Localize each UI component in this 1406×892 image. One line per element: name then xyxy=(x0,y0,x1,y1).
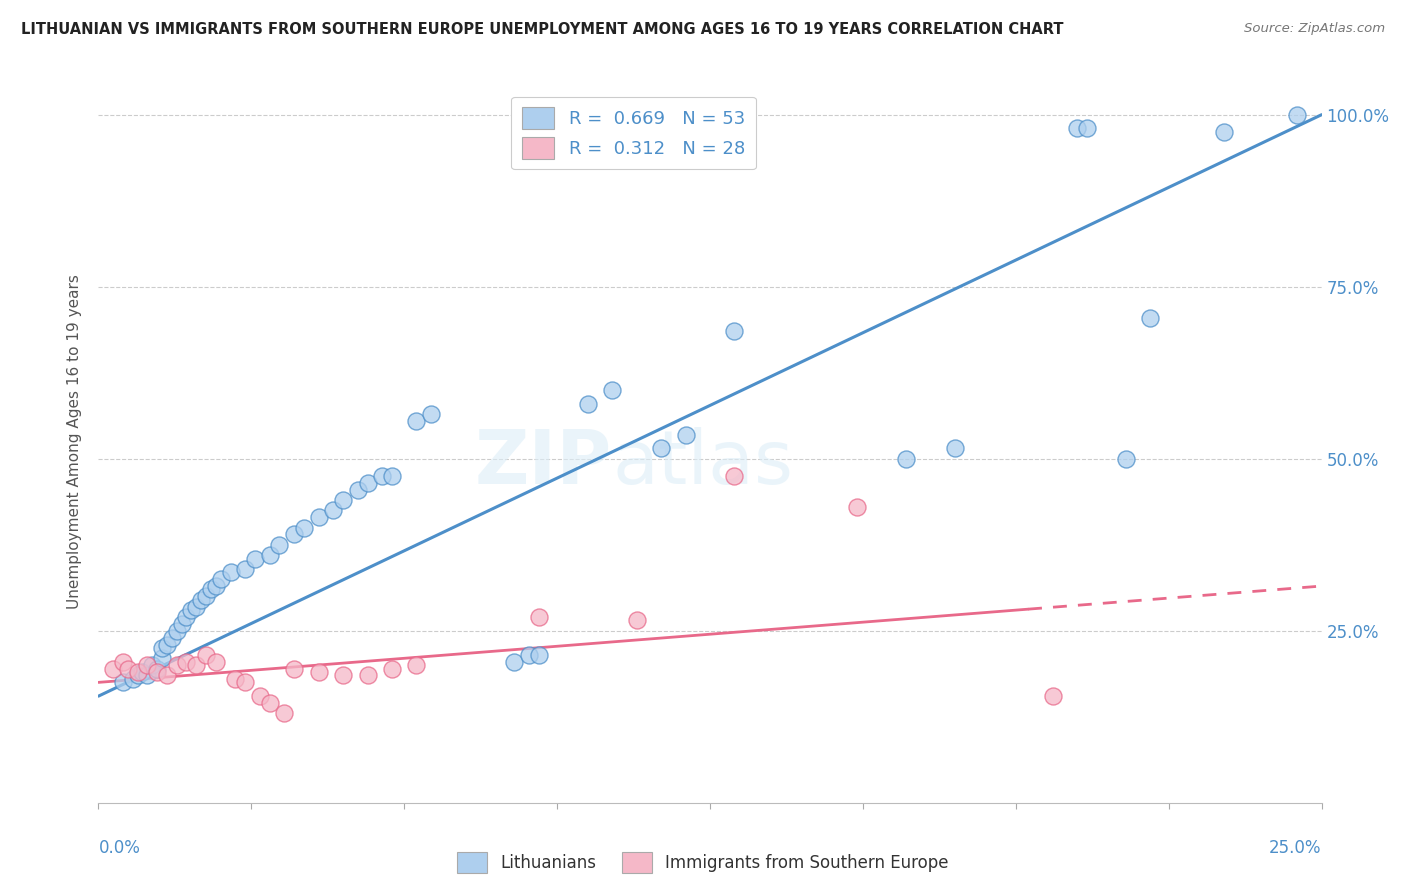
Point xyxy=(308,665,330,679)
Point xyxy=(156,668,179,682)
Point xyxy=(273,706,295,721)
Point xyxy=(150,651,173,665)
Point xyxy=(195,648,218,662)
Point xyxy=(292,520,315,534)
Point xyxy=(259,696,281,710)
Point xyxy=(117,662,139,676)
Point xyxy=(205,579,228,593)
Point xyxy=(127,668,149,682)
Point xyxy=(233,562,256,576)
Point xyxy=(160,631,183,645)
Point xyxy=(381,662,404,676)
Point xyxy=(356,668,378,682)
Point xyxy=(405,414,427,428)
Point xyxy=(136,668,159,682)
Point xyxy=(346,483,368,497)
Point xyxy=(626,614,648,628)
Legend: R =  0.669   N = 53, R =  0.312   N = 28: R = 0.669 N = 53, R = 0.312 N = 28 xyxy=(512,96,756,169)
Point xyxy=(1286,108,1309,122)
Point xyxy=(243,551,266,566)
Text: 25.0%: 25.0% xyxy=(1270,838,1322,857)
Text: atlas: atlas xyxy=(612,426,793,500)
Point xyxy=(190,592,212,607)
Point xyxy=(186,599,208,614)
Point xyxy=(195,590,218,604)
Point xyxy=(111,655,134,669)
Point xyxy=(166,658,188,673)
Point xyxy=(420,407,443,421)
Point xyxy=(259,548,281,562)
Text: 0.0%: 0.0% xyxy=(98,838,141,857)
Point xyxy=(269,538,291,552)
Point xyxy=(176,610,198,624)
Point xyxy=(1076,121,1098,136)
Point xyxy=(180,603,202,617)
Point xyxy=(205,655,228,669)
Point xyxy=(322,503,344,517)
Point xyxy=(356,475,378,490)
Point xyxy=(121,672,143,686)
Point xyxy=(249,689,271,703)
Point xyxy=(146,665,169,679)
Point xyxy=(127,665,149,679)
Point xyxy=(675,427,697,442)
Point xyxy=(527,648,550,662)
Point xyxy=(1042,689,1064,703)
Point xyxy=(146,662,169,676)
Point xyxy=(503,655,526,669)
Point xyxy=(650,442,672,456)
Point xyxy=(166,624,188,638)
Point xyxy=(156,638,179,652)
Point xyxy=(517,648,540,662)
Text: LITHUANIAN VS IMMIGRANTS FROM SOUTHERN EUROPE UNEMPLOYMENT AMONG AGES 16 TO 19 Y: LITHUANIAN VS IMMIGRANTS FROM SOUTHERN E… xyxy=(21,22,1063,37)
Point xyxy=(209,572,232,586)
Point xyxy=(943,442,966,456)
Point xyxy=(381,469,404,483)
Point xyxy=(200,582,222,597)
Point xyxy=(527,610,550,624)
Point xyxy=(136,658,159,673)
Point xyxy=(283,527,305,541)
Legend: Lithuanians, Immigrants from Southern Europe: Lithuanians, Immigrants from Southern Eu… xyxy=(451,846,955,880)
Point xyxy=(1115,451,1137,466)
Point xyxy=(1212,125,1234,139)
Point xyxy=(723,325,745,339)
Point xyxy=(576,397,599,411)
Point xyxy=(1139,310,1161,325)
Point xyxy=(111,675,134,690)
Point xyxy=(101,662,124,676)
Point xyxy=(332,668,354,682)
Text: Source: ZipAtlas.com: Source: ZipAtlas.com xyxy=(1244,22,1385,36)
Point xyxy=(894,451,917,466)
Point xyxy=(224,672,246,686)
Point xyxy=(308,510,330,524)
Point xyxy=(186,658,208,673)
Point xyxy=(141,658,163,673)
Point xyxy=(723,469,745,483)
Point xyxy=(1066,121,1088,136)
Point xyxy=(170,616,193,631)
Point xyxy=(219,566,242,580)
Text: ZIP: ZIP xyxy=(475,426,612,500)
Point xyxy=(233,675,256,690)
Point xyxy=(405,658,427,673)
Y-axis label: Unemployment Among Ages 16 to 19 years: Unemployment Among Ages 16 to 19 years xyxy=(67,274,83,609)
Point xyxy=(131,665,153,679)
Point xyxy=(176,655,198,669)
Point xyxy=(283,662,305,676)
Point xyxy=(332,493,354,508)
Point xyxy=(600,383,623,397)
Point xyxy=(845,500,868,514)
Point xyxy=(150,640,173,655)
Point xyxy=(371,469,394,483)
